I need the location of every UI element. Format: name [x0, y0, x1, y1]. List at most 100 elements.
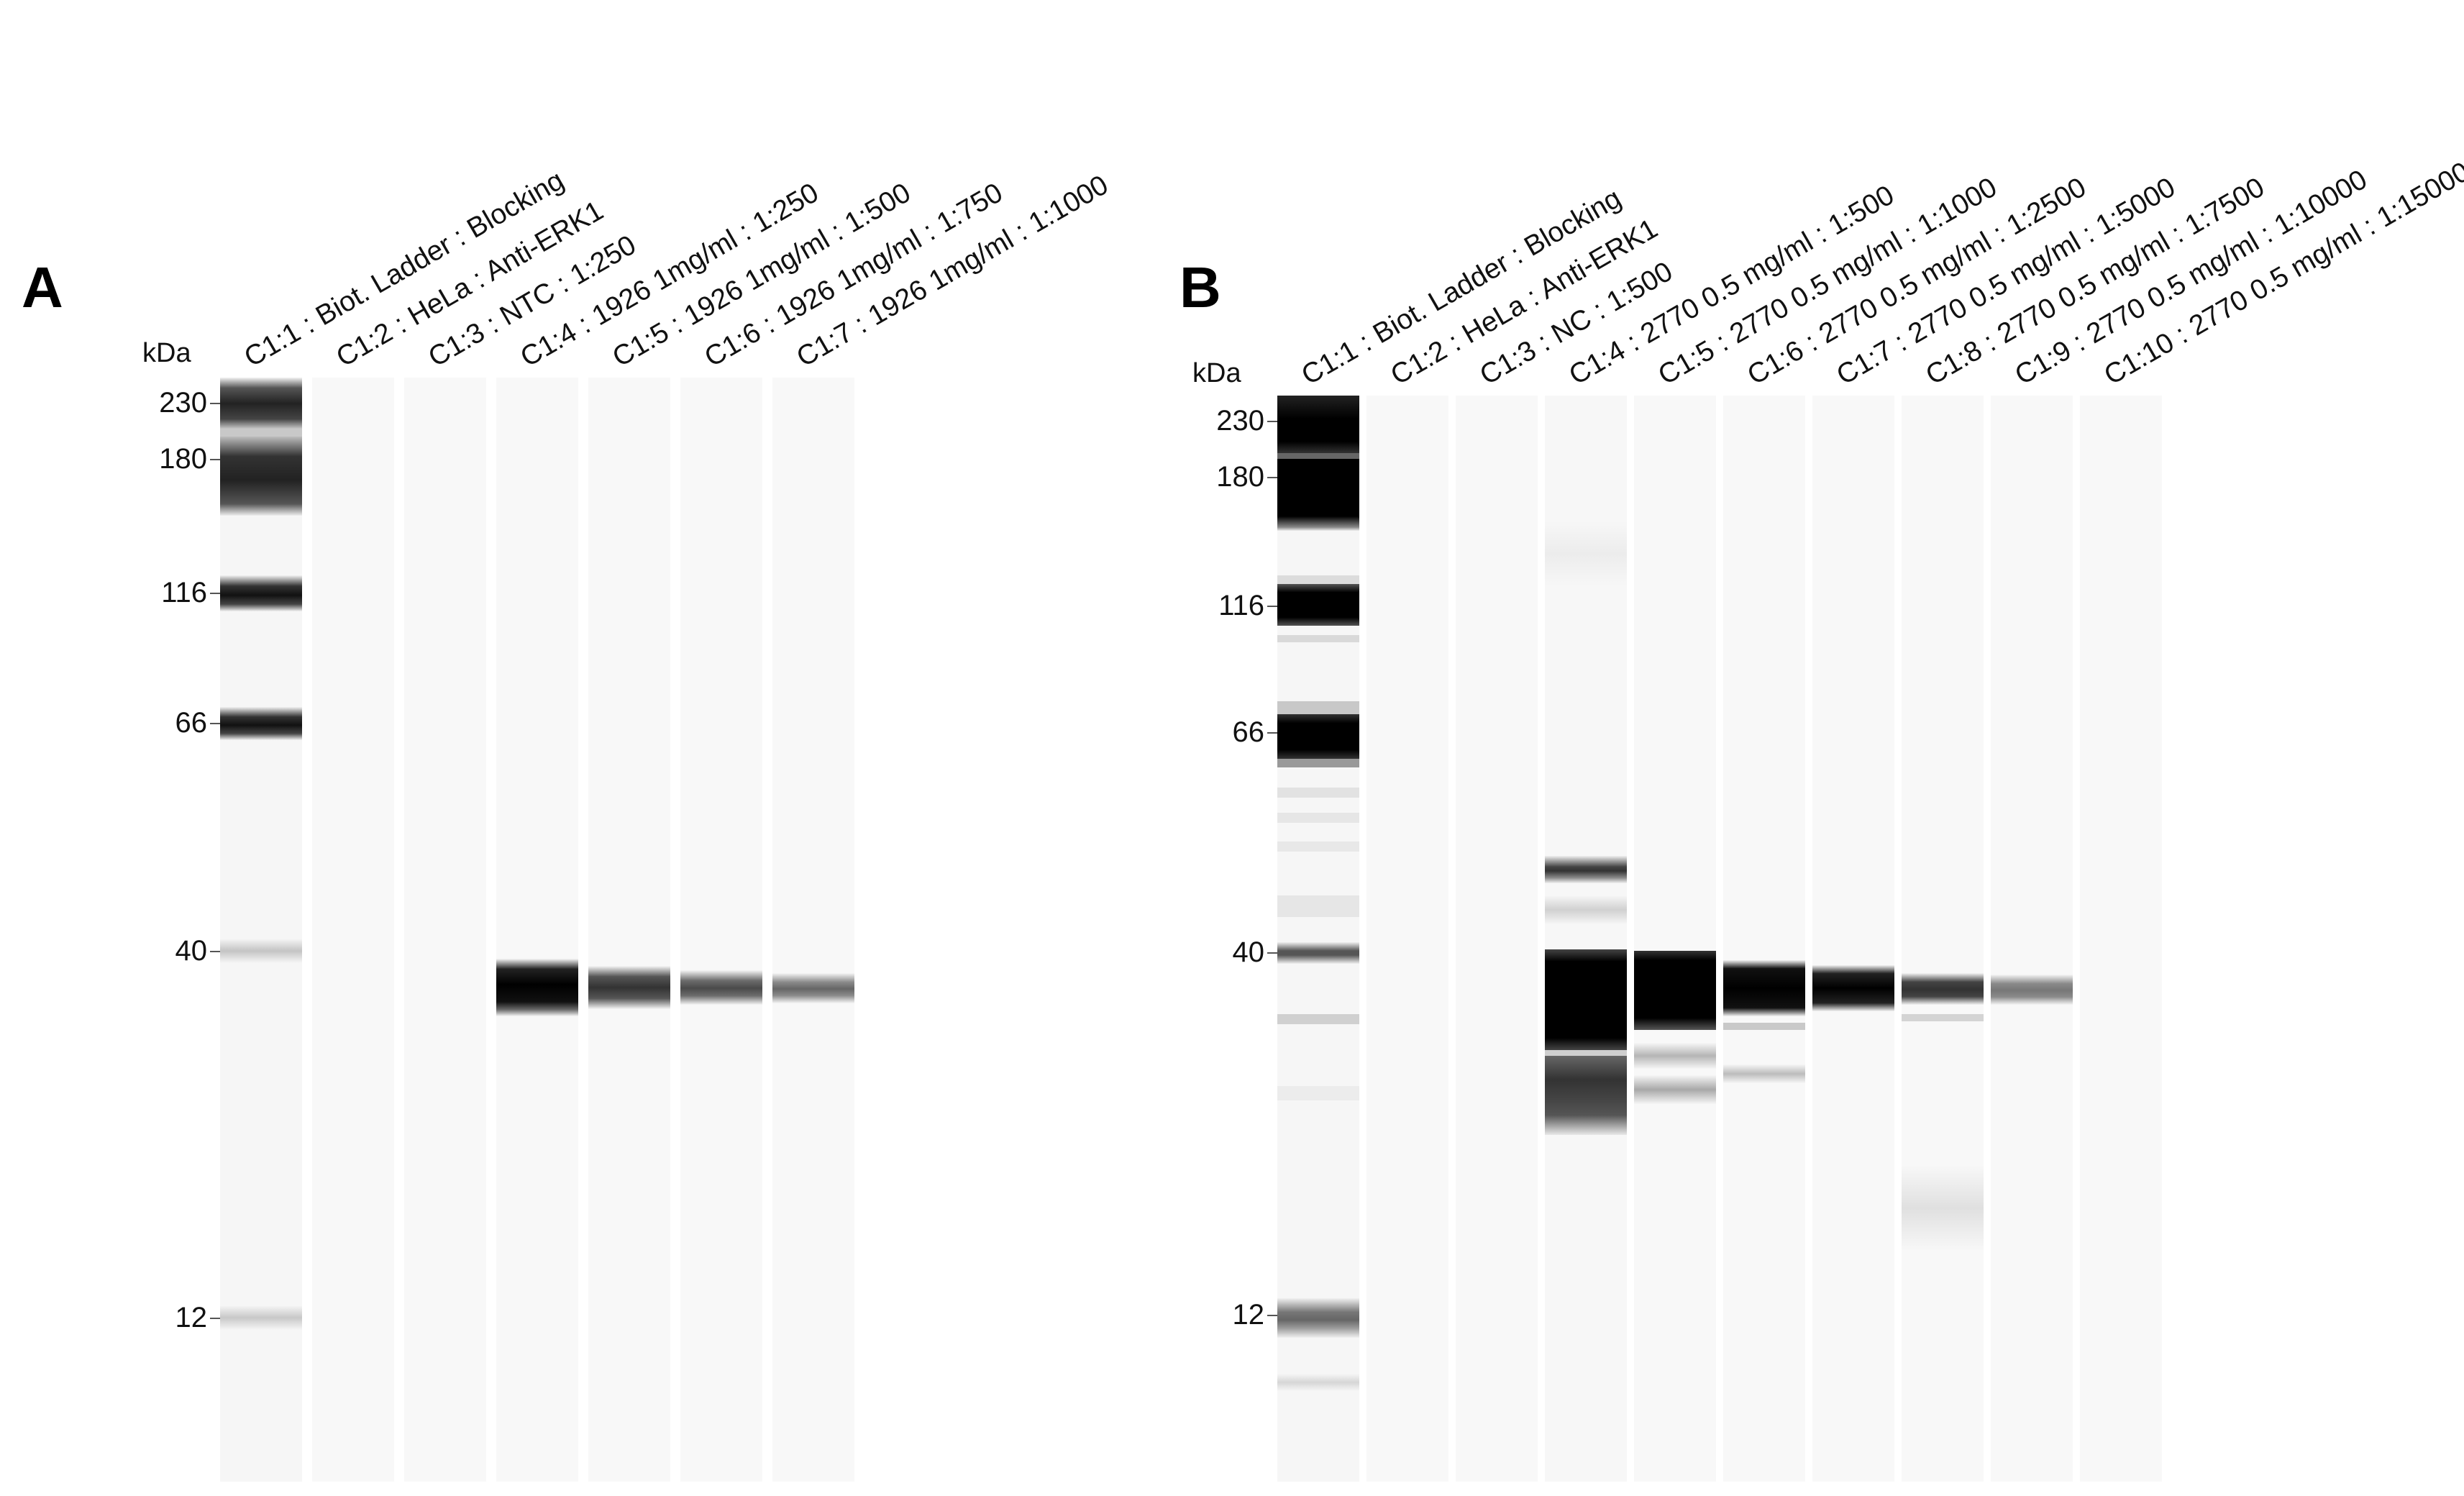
lane-background — [2080, 396, 2162, 1482]
lower-band — [1634, 1043, 1716, 1069]
ladder-band-40 — [220, 939, 302, 963]
ladder-band-230 — [1277, 396, 1359, 453]
panel-b-marker-tick — [1267, 732, 1277, 734]
panel-b-marker-116: 116 — [1218, 590, 1264, 621]
panel-a-marker-tick — [210, 403, 220, 404]
erk1-band — [680, 970, 762, 1005]
panel-a-letter: A — [22, 255, 63, 319]
lane-b8: C1:8 : 2770 0.5 mg/ml : 1:7500 — [1902, 172, 2270, 1482]
erk1-band — [1812, 965, 1894, 1011]
ladder-band-116 — [220, 575, 302, 611]
ladder-minor-band — [1277, 1086, 1359, 1100]
lane-b2: C1:2 : HeLa : Anti-ERK1 — [1366, 213, 1663, 1482]
panel-b-gel: C1:1 : Biot. Ladder : Blocking C1:2 : He… — [1277, 156, 2464, 1482]
faint-band — [1545, 895, 1627, 924]
ladder-gap — [220, 429, 302, 438]
ladder-minor-band — [1277, 842, 1359, 852]
lane-a4: C1:4 : 1926 1mg/ml : 1:250 — [496, 177, 823, 1482]
panel-b-marker-tick — [1267, 952, 1277, 954]
ladder-minor-band — [1277, 575, 1359, 584]
lane-a3: C1:3 : NTC : 1:250 — [404, 229, 642, 1482]
panel-b-marker-230: 230 — [1216, 405, 1264, 437]
lane-a1: C1:1 : Biot. Ladder : Blocking — [220, 165, 569, 1482]
panel-b-marker-tick — [1267, 1315, 1277, 1316]
ladder-minor-band — [1277, 759, 1359, 767]
ladder-minor-band — [1277, 788, 1359, 798]
ladder-band-180 — [1277, 459, 1359, 531]
lane-background — [1634, 396, 1716, 1482]
lane-background — [1902, 396, 1984, 1482]
panel-a: A kDa 230 180 116 66 40 12 C1:1 : Biot. … — [0, 0, 1223, 1496]
erk1-band — [1991, 975, 2073, 1005]
lane-b9: C1:9 : 2770 0.5 mg/ml : 1:10000 — [1991, 164, 2373, 1482]
erk1-band — [1634, 951, 1716, 1030]
ladder-minor-band — [1277, 1374, 1359, 1391]
ladder-band-230 — [220, 378, 302, 429]
panel-a-marker-tick — [210, 951, 220, 952]
lane-b5: C1:5 : 2770 0.5 mg/ml : 1:1000 — [1634, 172, 2002, 1482]
minor-band — [1723, 1023, 1805, 1030]
ladder-minor-band — [1277, 701, 1359, 714]
lane-background — [1366, 396, 1448, 1482]
lane-a2: C1:2 : HeLa : Anti-ERK1 — [312, 195, 608, 1482]
erk1-band — [1545, 949, 1627, 1050]
panel-b-marker-tick — [1267, 421, 1277, 422]
lane-a5: C1:5 : 1926 1mg/ml : 1:500 — [588, 177, 916, 1482]
lane-background — [1456, 396, 1538, 1482]
lane-background — [680, 378, 762, 1482]
lane-b6: C1:6 : 2770 0.5 mg/ml : 1:2500 — [1723, 172, 2091, 1482]
lane-background — [220, 378, 302, 1482]
lane-a6: C1:6 : 1926 1mg/ml : 1:750 — [680, 177, 1008, 1482]
lane-background — [1812, 396, 1894, 1482]
lane-background — [1991, 396, 2073, 1482]
ladder-gap — [1277, 453, 1359, 459]
ladder-minor-band — [1277, 1014, 1359, 1024]
lane-background — [496, 378, 578, 1482]
panel-b-marker-66: 66 — [1232, 716, 1265, 748]
lane-background — [588, 378, 670, 1482]
panel-a-marker-180: 180 — [159, 443, 207, 475]
ladder-band-116 — [1277, 584, 1359, 626]
lane-b7: C1:7 : 2770 0.5 mg/ml : 1:5000 — [1812, 172, 2181, 1482]
lane-b4: C1:4 : 2770 0.5 mg/ml : 1:500 — [1545, 180, 1899, 1482]
panel-b-marker-180: 180 — [1216, 461, 1264, 493]
ladder-band-66 — [1277, 714, 1359, 759]
panel-b-marker-12: 12 — [1232, 1299, 1265, 1331]
minor-band — [1902, 1014, 1984, 1021]
ladder-minor-band — [1277, 813, 1359, 823]
ladder-minor-band — [1277, 895, 1359, 917]
panel-a-gel: C1:1 : Biot. Ladder : Blocking C1:2 : He… — [220, 165, 1113, 1482]
lower-band — [1545, 1056, 1627, 1135]
panel-a-marker-tick — [210, 593, 220, 594]
panel-a-marker-230: 230 — [159, 387, 207, 419]
faint-band — [1902, 1165, 1984, 1251]
gap-band — [1545, 1050, 1627, 1056]
ladder-band-12 — [1277, 1298, 1359, 1338]
erk1-band — [772, 973, 854, 1003]
lane-background — [1723, 396, 1805, 1482]
ladder-minor-band — [1277, 635, 1359, 642]
panel-a-marker-12: 12 — [175, 1302, 208, 1333]
panel-b-letter: B — [1179, 255, 1221, 319]
panel-a-unit-label: kDa — [142, 338, 191, 368]
panel-a-marker-tick — [210, 459, 220, 460]
panel-a-marker-tick — [210, 1318, 220, 1319]
erk1-band — [496, 959, 578, 1016]
faint-band — [1545, 521, 1627, 586]
panel-b-marker-tick — [1267, 477, 1277, 478]
lower-band — [1723, 1064, 1805, 1083]
ladder-band-66 — [220, 707, 302, 740]
lane-b3: C1:3 : NC : 1:500 — [1456, 256, 1678, 1482]
lane-b1: C1:1 : Biot. Ladder : Blocking — [1277, 183, 1626, 1482]
lane-b10: C1:10 : 2770 0.5 mg/ml : 1:15000 — [2080, 156, 2464, 1482]
ladder-band-12 — [220, 1305, 302, 1330]
panel-b-marker-tick — [1267, 606, 1277, 607]
lane-background — [312, 378, 394, 1482]
erk1-band — [1723, 960, 1805, 1016]
upper-band — [1545, 856, 1627, 883]
lower-band — [1634, 1075, 1716, 1104]
erk1-band — [588, 966, 670, 1009]
panel-b-marker-40: 40 — [1232, 936, 1265, 968]
panel-b-unit-label: kDa — [1192, 358, 1241, 388]
erk1-band — [1902, 973, 1984, 1005]
